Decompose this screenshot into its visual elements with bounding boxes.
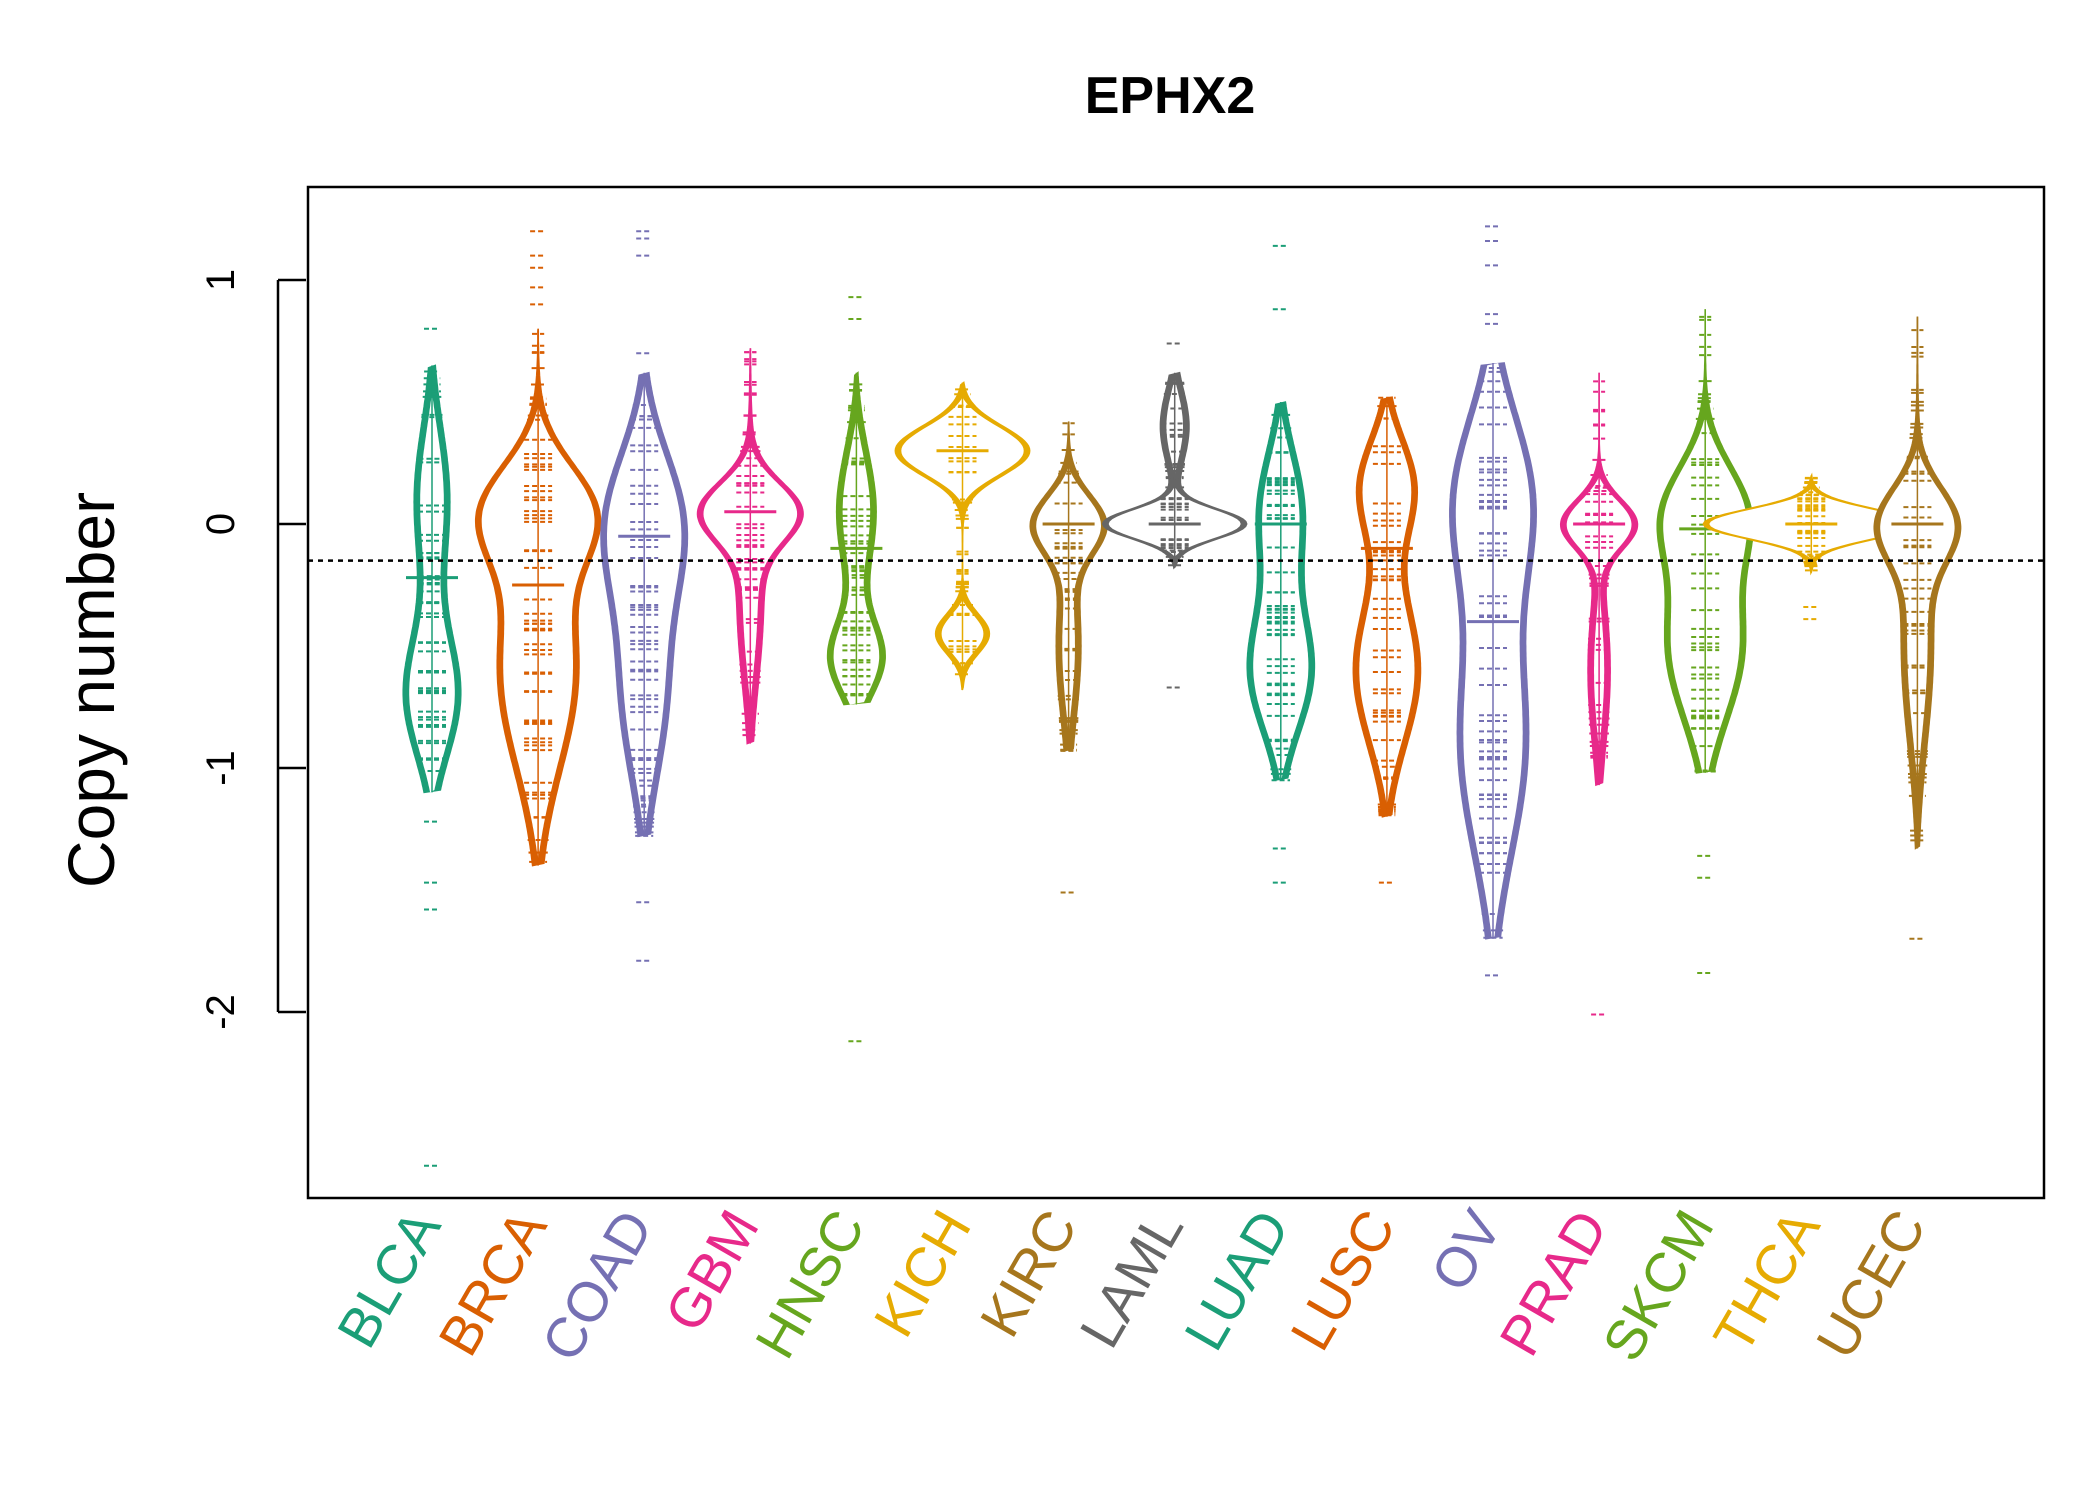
x-tick-label: KICH: [861, 1200, 982, 1347]
x-tick-label: LAML: [1067, 1200, 1195, 1358]
bean-gbm: [696, 348, 804, 745]
bean-inner: [901, 382, 1024, 690]
bean-blca: [402, 327, 462, 1167]
beans-group: [402, 225, 1962, 1167]
x-tick-label: LUSC: [1278, 1200, 1407, 1361]
y-tick-label: 0: [199, 513, 243, 535]
plot-frame: [306, 185, 2046, 1200]
bean-thca: [1702, 472, 1921, 621]
y-tick-label: -2: [199, 994, 243, 1030]
y-axis-label: Copy number: [54, 492, 128, 888]
x-tick-label: HNSC: [743, 1200, 877, 1369]
x-tick-label: OV: [1418, 1199, 1513, 1301]
bean-kirc: [1029, 421, 1108, 894]
x-tick-label: SKCM: [1590, 1200, 1725, 1372]
bean-hnsc: [826, 296, 886, 1043]
bean-ov: [1449, 225, 1537, 977]
y-tick-label: 1: [199, 269, 243, 291]
y-tick-label: -1: [199, 750, 243, 786]
x-tick-label: LUAD: [1172, 1200, 1301, 1361]
bean-brca: [474, 230, 602, 867]
bean-laml: [1101, 342, 1248, 689]
chart-title: EPHX2: [1085, 67, 1256, 125]
bean-coad: [600, 230, 689, 962]
bean-skcm: [1656, 309, 1754, 974]
bean-lusc: [1352, 396, 1422, 884]
x-tick-label: UCEC: [1804, 1200, 1938, 1369]
bean-kich: [894, 381, 1031, 691]
y-axis: 1 0 -1 -2: [199, 269, 306, 1030]
x-tick-label: COAD: [529, 1200, 664, 1372]
bean-luad: [1246, 244, 1316, 884]
bean-prad: [1559, 372, 1639, 1016]
bean-ucec: [1873, 316, 1962, 940]
